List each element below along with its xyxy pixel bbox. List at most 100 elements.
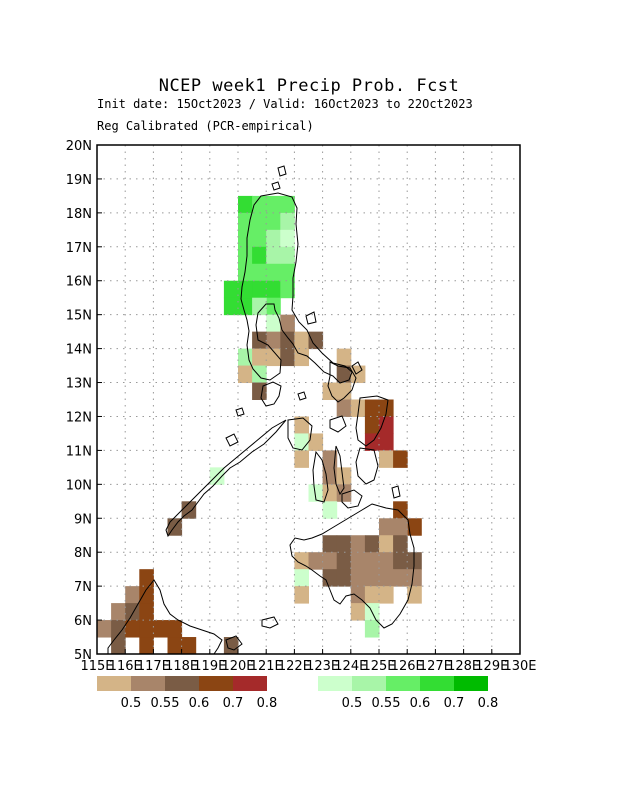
luzon-coast xyxy=(240,192,353,384)
prob-cell xyxy=(308,433,324,451)
y-tick-label: 16N xyxy=(66,275,92,290)
prob-cell xyxy=(280,246,295,265)
prob-cell xyxy=(238,229,253,248)
prob-cell xyxy=(294,331,309,350)
prob-cell xyxy=(252,348,267,367)
legend-label: 0.6 xyxy=(410,696,431,711)
prob-cell xyxy=(393,450,408,468)
x-tick-label: 118E xyxy=(165,659,198,674)
bohol-coast xyxy=(341,489,363,509)
prob-cell xyxy=(167,620,183,638)
y-tick-label: 6N xyxy=(74,614,92,629)
y-tick-label: 20N xyxy=(66,139,92,154)
prob-cell xyxy=(393,518,408,536)
x-tick-label: 119E xyxy=(193,659,226,674)
basilan-coast xyxy=(261,616,279,629)
subtitle-dates: Init date: 15Oct2023 / Valid: 16Oct2023 … xyxy=(97,97,473,111)
prob-cell xyxy=(336,467,352,485)
x-tick-label: 127E xyxy=(419,659,452,674)
prob-cell xyxy=(350,603,366,621)
x-tick-label: 129E xyxy=(475,659,508,674)
prob-cell xyxy=(125,603,140,621)
panay-coast xyxy=(287,417,313,451)
x-tick-label: 122E xyxy=(278,659,311,674)
prob-cell xyxy=(379,433,394,451)
prob-cell xyxy=(280,314,295,333)
prob-cell xyxy=(308,484,324,502)
coastline xyxy=(107,165,415,654)
legend-label: 0.8 xyxy=(478,696,499,711)
prob-cell xyxy=(322,467,338,485)
legend-swatch xyxy=(454,676,488,691)
prob-cell xyxy=(322,569,338,587)
legend-label: 0.8 xyxy=(257,696,278,711)
prob-cell xyxy=(322,501,338,519)
map-title: NCEP week1 Precip Prob. Fcst xyxy=(158,76,460,96)
subtitle-method: Reg Calibrated (PCR-empirical) xyxy=(97,119,314,133)
legend-label: 0.5 xyxy=(342,696,363,711)
prob-cell xyxy=(266,331,281,350)
prob-cell xyxy=(266,229,281,248)
prob-cell xyxy=(139,586,154,604)
grid-lines xyxy=(97,145,520,654)
y-tick-label: 19N xyxy=(66,173,92,188)
prob-cell xyxy=(364,535,380,553)
prob-cell xyxy=(336,382,352,400)
mindoro-coast xyxy=(260,381,282,407)
prob-cell xyxy=(252,280,267,299)
calamian-coast xyxy=(225,433,239,447)
x-tick-label: 120E xyxy=(221,659,254,674)
legend-swatch xyxy=(318,676,352,691)
mindanao-coast xyxy=(289,503,415,629)
prob-cell xyxy=(294,450,309,468)
prob-cell xyxy=(294,433,309,451)
palawan-coast xyxy=(165,419,287,538)
prob-cell xyxy=(379,450,394,468)
prob-cell xyxy=(364,586,380,604)
prob-cell xyxy=(350,569,366,587)
prob-cell xyxy=(336,399,352,417)
leyte-coast xyxy=(355,447,379,485)
catanduanes-coast xyxy=(351,361,363,375)
prob-cell xyxy=(252,297,267,316)
prob-cell xyxy=(238,212,253,231)
prob-cell xyxy=(280,229,295,248)
plot-frame xyxy=(96,144,521,655)
y-tick-label: 9N xyxy=(74,512,92,527)
romblon-coast xyxy=(297,391,307,401)
prob-cell xyxy=(266,314,281,333)
prob-cell xyxy=(252,263,267,282)
prob-cell xyxy=(125,586,140,604)
x-tick-label: 121E xyxy=(250,659,283,674)
prob-cell xyxy=(322,450,338,468)
prob-cell xyxy=(393,552,408,570)
prob-cell xyxy=(266,348,281,367)
prob-cell xyxy=(280,263,295,282)
y-tick-label: 7N xyxy=(74,580,92,595)
prob-cell xyxy=(336,365,352,384)
legend-label: 0.6 xyxy=(189,696,210,711)
legend-swatch xyxy=(352,676,386,691)
legend-dry: 0.5 0.55 0.6 0.7 0.8 xyxy=(97,676,277,711)
prob-cell xyxy=(97,620,112,638)
siargao-coast xyxy=(391,485,401,499)
prob-cell xyxy=(111,620,126,638)
prob-cell xyxy=(336,569,352,587)
longitude-tick-labels: 115E116E117E118E119E120E121E122E123E124E… xyxy=(80,649,537,674)
prob-cell xyxy=(238,365,253,384)
prob-cell xyxy=(280,212,295,231)
legend-wet: 0.5 0.55 0.6 0.7 0.8 xyxy=(318,676,498,711)
prob-cell xyxy=(238,297,253,316)
y-tick-label: 13N xyxy=(66,377,92,392)
negros-coast xyxy=(312,450,329,503)
y-tick-label: 11N xyxy=(66,444,92,459)
prob-cell xyxy=(379,586,394,604)
prob-cell xyxy=(407,518,422,536)
y-tick-label: 17N xyxy=(66,241,92,256)
prob-cell xyxy=(238,195,253,214)
prob-cell xyxy=(379,569,394,587)
legend-label: 0.55 xyxy=(372,696,401,711)
legend-label: 0.7 xyxy=(223,696,244,711)
bicol-coast xyxy=(327,361,357,403)
